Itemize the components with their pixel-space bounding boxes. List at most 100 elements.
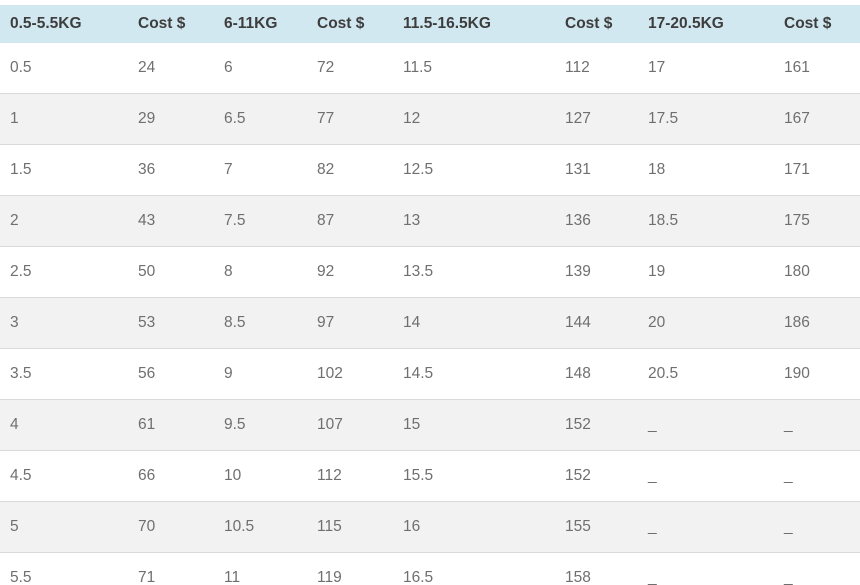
table-cell: 10.5 bbox=[214, 501, 307, 553]
table-cell: _ bbox=[638, 450, 774, 502]
table-cell: 72 bbox=[317, 59, 335, 76]
table-cell: 4.5 bbox=[0, 450, 128, 502]
table-cell: 15.5 bbox=[393, 450, 555, 502]
table-cell: 131 bbox=[555, 144, 638, 196]
column-header-cost-1: Cost $ bbox=[128, 5, 214, 43]
table-row: 3.5 56 9 102 14.5 148 20.5 190 bbox=[0, 348, 860, 400]
table-cell: 29 bbox=[128, 93, 214, 145]
table-cell: 158 bbox=[555, 552, 638, 585]
table-cell: 136 bbox=[555, 195, 638, 247]
table-cell: 82 bbox=[307, 144, 393, 196]
table-cell: _ bbox=[638, 399, 774, 451]
table-cell: _ bbox=[774, 552, 860, 585]
table-row: 1.5 36 7 82 12.5 131 18 171 bbox=[0, 144, 860, 196]
table-row: 5.5 71 11 119 16.5 158 _ _ bbox=[0, 552, 860, 585]
table-cell: 6.5 bbox=[214, 93, 307, 145]
table-cell: 9.5 bbox=[214, 399, 307, 451]
table-cell: 171 bbox=[774, 144, 860, 196]
table-cell: 102 bbox=[307, 348, 393, 400]
table-row: 2 43 7.5 87 13 136 18.5 175 bbox=[0, 195, 860, 247]
column-header-weight-3: 11.5-16.5KG bbox=[393, 5, 555, 43]
table-cell: 5 bbox=[0, 501, 128, 553]
table-cell: 56 bbox=[128, 348, 214, 400]
table-cell: _ bbox=[774, 450, 860, 502]
table-cell: 36 bbox=[128, 144, 214, 196]
table-row: 2.5 50 8 92 13.5 139 19 180 bbox=[0, 246, 860, 298]
table-cell: 8 bbox=[214, 246, 307, 298]
table-cell: 15 bbox=[393, 399, 555, 451]
table-cell: 50 bbox=[128, 246, 214, 298]
table-cell: 175 bbox=[774, 195, 860, 247]
table-cell: 24 bbox=[138, 59, 156, 76]
table-cell: 11 bbox=[214, 552, 307, 585]
table-cell: 10 bbox=[214, 450, 307, 502]
table-row: 4.5 66 10 112 15.5 152 _ _ bbox=[0, 450, 860, 502]
table-cell: 161 bbox=[784, 59, 810, 76]
column-header-cost-2: Cost $ bbox=[307, 5, 393, 43]
table-cell: _ bbox=[638, 552, 774, 585]
table-cell: 7 bbox=[214, 144, 307, 196]
table-cell: 190 bbox=[774, 348, 860, 400]
table-header-row: 0.5-5.5KG Cost $ 6-11KG Cost $ 11.5-16.5… bbox=[0, 5, 860, 43]
table-cell: 8.5 bbox=[214, 297, 307, 349]
column-header-weight-2: 6-11KG bbox=[214, 5, 307, 43]
table-cell: 7.5 bbox=[214, 195, 307, 247]
table-cell: 1.5 bbox=[0, 144, 128, 196]
table-cell: _ bbox=[774, 399, 860, 451]
table-row: 0.5 24 6 72 11.5 112 17 161 bbox=[0, 43, 860, 94]
table-cell: 148 bbox=[555, 348, 638, 400]
table-cell: 2 bbox=[0, 195, 128, 247]
table-cell: 16 bbox=[393, 501, 555, 553]
column-header-cost-4: Cost $ bbox=[774, 5, 860, 43]
column-header-weight-4: 17-20.5KG bbox=[638, 5, 774, 43]
table-cell: 115 bbox=[307, 501, 393, 553]
table-cell: 144 bbox=[555, 297, 638, 349]
table-cell: 17 bbox=[648, 59, 666, 76]
table-cell: 107 bbox=[307, 399, 393, 451]
table-cell: 16.5 bbox=[393, 552, 555, 585]
table-cell: 11.5 bbox=[403, 59, 433, 76]
table-cell: 112 bbox=[565, 59, 590, 76]
table-cell: 18 bbox=[638, 144, 774, 196]
table-cell: 97 bbox=[307, 297, 393, 349]
table-cell: 20 bbox=[638, 297, 774, 349]
table-cell: 17.5 bbox=[638, 93, 774, 145]
table-cell: 152 bbox=[555, 399, 638, 451]
table-cell: 2.5 bbox=[0, 246, 128, 298]
table-cell: 66 bbox=[128, 450, 214, 502]
table-cell: 3 bbox=[0, 297, 128, 349]
table-row: 1 29 6.5 77 12 127 17.5 167 bbox=[0, 93, 860, 145]
table-cell: 20.5 bbox=[638, 348, 774, 400]
table-cell: 4 bbox=[0, 399, 128, 451]
table-cell: 155 bbox=[555, 501, 638, 553]
table-cell: 127 bbox=[555, 93, 638, 145]
table-cell: 18.5 bbox=[638, 195, 774, 247]
table-cell: 87 bbox=[307, 195, 393, 247]
table-cell: 14 bbox=[393, 297, 555, 349]
table-cell: 112 bbox=[307, 450, 393, 502]
column-header-cost-3: Cost $ bbox=[555, 5, 638, 43]
table-cell: 180 bbox=[774, 246, 860, 298]
table-cell: 119 bbox=[307, 552, 393, 585]
table-cell: 3.5 bbox=[0, 348, 128, 400]
table-cell: _ bbox=[638, 501, 774, 553]
table-cell: 13.5 bbox=[393, 246, 555, 298]
table-cell: 43 bbox=[128, 195, 214, 247]
table-cell: 167 bbox=[774, 93, 860, 145]
table-row: 4 61 9.5 107 15 152 _ _ bbox=[0, 399, 860, 451]
table-cell: 14.5 bbox=[393, 348, 555, 400]
table-cell: 92 bbox=[307, 246, 393, 298]
table-cell: 61 bbox=[128, 399, 214, 451]
table-row: 3 53 8.5 97 14 144 20 186 bbox=[0, 297, 860, 349]
table-body: 0.5 24 6 72 11.5 112 17 161 1 29 6.5 77 12 127 17.5 167… bbox=[0, 43, 860, 585]
table-cell: 139 bbox=[555, 246, 638, 298]
shipping-cost-table: 0.5-5.5KG Cost $ 6-11KG Cost $ 11.5-16.5… bbox=[0, 5, 860, 585]
table-cell: 71 bbox=[128, 552, 214, 585]
table-cell: _ bbox=[774, 501, 860, 553]
table-cell: 53 bbox=[128, 297, 214, 349]
table-cell: 70 bbox=[128, 501, 214, 553]
table-cell: 0.5 bbox=[10, 59, 32, 76]
table-cell: 152 bbox=[555, 450, 638, 502]
table-cell: 13 bbox=[393, 195, 555, 247]
